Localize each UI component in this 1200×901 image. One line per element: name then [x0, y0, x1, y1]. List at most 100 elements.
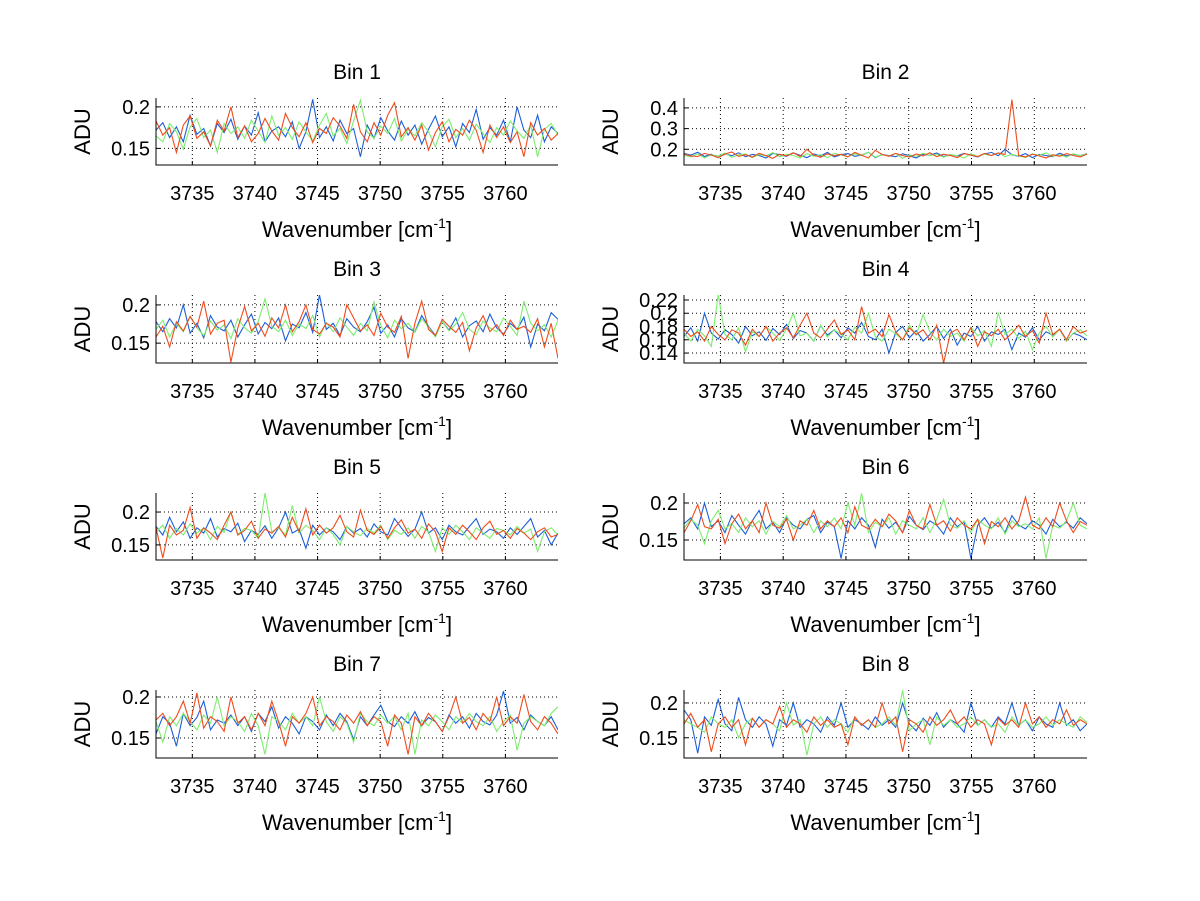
subplot-bin-8: 3735 3740 3745 3750 3755 3760 0.15 0.2 Bin 8 Wave…: [598, 653, 1087, 835]
x-tick-label: 3755: [949, 183, 994, 205]
y-axis-label: ADU: [598, 108, 623, 154]
x-axis-label-main: Wavenumber [cm: [790, 415, 962, 440]
y-axis-label: ADU: [598, 306, 623, 352]
x-tick-label: 3750: [358, 381, 403, 403]
x-tick-label: 3755: [949, 381, 994, 403]
x-axis-label-end: ]: [974, 810, 980, 835]
x-tick-label: 3760: [1012, 776, 1057, 798]
series-line-green: [684, 295, 1087, 354]
series-group: [684, 493, 1087, 559]
x-axis-label-main: Wavenumber [cm: [262, 217, 434, 242]
subplot-bin-6: 3735 3740 3745 3750 3755 3760 0.15 0.2 Bin 6 Wave…: [598, 456, 1087, 637]
x-axis-label-main: Wavenumber [cm: [790, 612, 962, 637]
x-axis-label: Wavenumber [cm-1]: [790, 215, 980, 242]
x-tick-label: 3735: [698, 578, 743, 600]
series-line-green: [156, 296, 558, 341]
x-tick-label: 3740: [761, 578, 806, 600]
x-tick-label: 3755: [421, 381, 466, 403]
y-axis-label: ADU: [598, 503, 623, 549]
y-tick-label: 0.14: [639, 343, 678, 365]
x-tick-label: 3760: [483, 381, 528, 403]
x-tick-label: 3745: [824, 578, 869, 600]
x-tick-label: 3740: [233, 183, 278, 205]
x-axis-label-superscript: -1: [434, 215, 447, 231]
series-group: [684, 99, 1087, 160]
x-tick-label: 3740: [761, 776, 806, 798]
series-line-orange: [684, 494, 1087, 546]
y-tick-label: 0.2: [650, 303, 678, 325]
x-tick-label: 3760: [483, 578, 528, 600]
series-line-green: [156, 696, 558, 755]
y-tick-label: 0.2: [122, 502, 150, 524]
x-tick-label: 3760: [1012, 183, 1057, 205]
x-axis-label-main: Wavenumber [cm: [262, 415, 434, 440]
x-tick-label: 3740: [233, 578, 278, 600]
y-tick-label: 0.2: [650, 693, 678, 715]
series-line-orange: [156, 505, 558, 559]
series-line-orange: [684, 99, 1087, 160]
y-tick-label: 0.18: [639, 317, 678, 339]
x-tick-label: 3735: [698, 776, 743, 798]
subplot-bin-4: 3735 3740 3745 3750 3755 3760 0.140.160.180.20…: [598, 258, 1087, 440]
x-tick-label: 3735: [698, 381, 743, 403]
series-line-orange: [156, 101, 558, 157]
x-tick-label: 3755: [421, 578, 466, 600]
x-axis-label: Wavenumber [cm-1]: [262, 215, 452, 242]
x-tick-label: 3740: [233, 381, 278, 403]
x-tick-label: 3750: [358, 578, 403, 600]
series-line-blue: [684, 500, 1087, 559]
x-tick-label: 3735: [698, 183, 743, 205]
x-axis-label-superscript: -1: [962, 215, 975, 231]
x-axis-label-main: Wavenumber [cm: [790, 810, 962, 835]
x-tick-label: 3750: [886, 381, 931, 403]
x-tick-label: 3750: [886, 183, 931, 205]
y-tick-label: 0.22: [639, 290, 678, 312]
x-axis-label-superscript: -1: [962, 610, 975, 626]
x-axis-label-superscript: -1: [434, 808, 447, 824]
x-axis-label-end: ]: [446, 217, 452, 242]
x-tick-label: 3745: [824, 776, 869, 798]
subplot-title: Bin 3: [333, 258, 381, 281]
x-axis-label-main: Wavenumber [cm: [262, 612, 434, 637]
x-tick-label: 3760: [1012, 578, 1057, 600]
y-tick-label: 0.4: [650, 98, 678, 120]
x-axis-label-end: ]: [446, 612, 452, 637]
subplot-bin-3: 3735 3740 3745 3750 3755 3760 0.15 0.2 Bin 3 Wave…: [70, 258, 558, 440]
series-line-green: [684, 493, 1087, 559]
x-axis-label: Wavenumber [cm-1]: [790, 808, 980, 835]
y-tick-label: 0.2: [650, 493, 678, 515]
series-group: [156, 691, 558, 755]
x-tick-label: 3755: [949, 578, 994, 600]
x-tick-label: 3760: [1012, 381, 1057, 403]
x-tick-label: 3750: [886, 776, 931, 798]
series-line-green: [156, 493, 558, 554]
x-tick-label: 3735: [170, 381, 215, 403]
x-tick-label: 3745: [295, 183, 340, 205]
subplot-title: Bin 1: [333, 61, 381, 84]
x-tick-label: 3750: [886, 578, 931, 600]
series-line-orange: [156, 299, 558, 363]
y-tick-label: 0.2: [650, 139, 678, 161]
series-group: [684, 690, 1087, 756]
x-axis-label-end: ]: [974, 217, 980, 242]
x-tick-label: 3745: [295, 578, 340, 600]
x-axis-label: Wavenumber [cm-1]: [790, 610, 980, 637]
y-tick-label: 0.15: [111, 728, 150, 750]
x-axis-label: Wavenumber [cm-1]: [262, 610, 452, 637]
y-tick-label: 0.2: [122, 97, 150, 119]
y-axis-label: ADU: [70, 108, 95, 154]
x-tick-label: 3735: [170, 183, 215, 205]
subplot-title: Bin 8: [862, 653, 910, 676]
y-tick-label: 0.15: [111, 333, 150, 355]
x-tick-label: 3760: [483, 776, 528, 798]
series-line-orange: [156, 692, 558, 755]
series-group: [156, 295, 558, 363]
x-tick-label: 3755: [949, 776, 994, 798]
y-tick-label: 0.2: [122, 295, 150, 317]
x-tick-label: 3755: [421, 776, 466, 798]
series-line-orange: [684, 701, 1087, 752]
subplot-bin-5: 3735 3740 3745 3750 3755 3760 0.15 0.2 Bin 5 Wave…: [70, 456, 558, 637]
y-tick-label: 0.2: [122, 687, 150, 709]
x-tick-label: 3755: [421, 183, 466, 205]
